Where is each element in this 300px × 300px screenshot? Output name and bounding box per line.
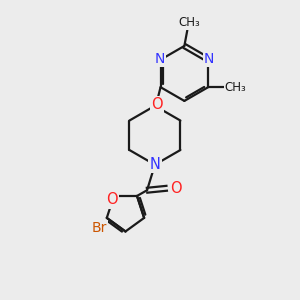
Text: Br: Br — [91, 221, 106, 235]
Text: O: O — [106, 192, 118, 207]
Text: N: N — [204, 52, 214, 66]
Text: N: N — [154, 52, 165, 66]
Text: CH₃: CH₃ — [225, 81, 247, 94]
Text: O: O — [170, 181, 181, 196]
Text: O: O — [151, 98, 162, 112]
Text: CH₃: CH₃ — [178, 16, 200, 29]
Text: N: N — [149, 157, 160, 172]
